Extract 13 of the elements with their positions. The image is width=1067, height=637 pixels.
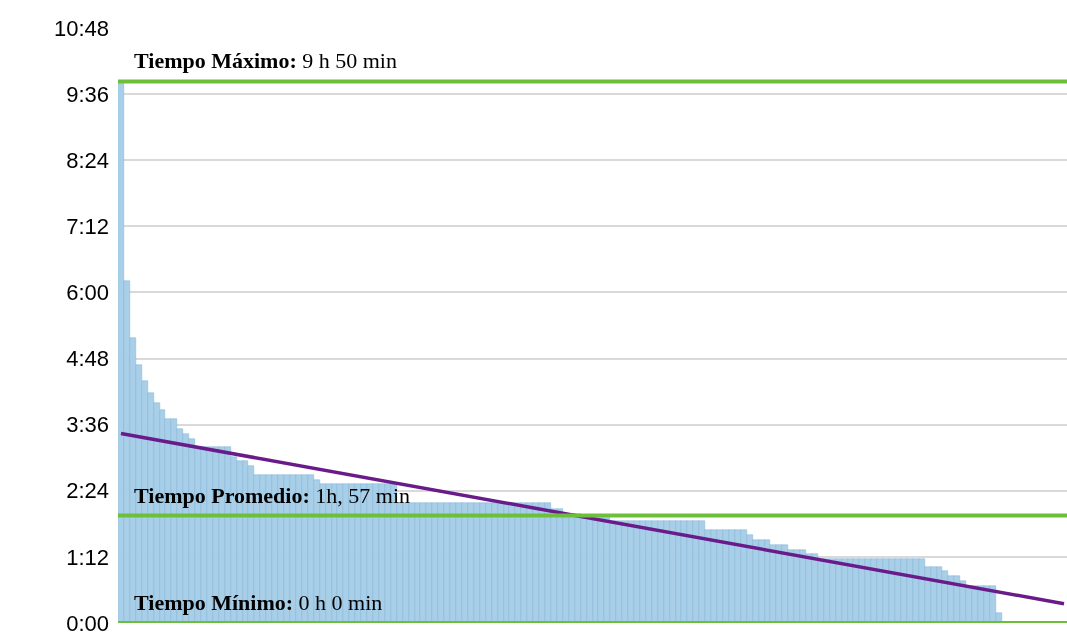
y-tick-label: 9:36 bbox=[66, 81, 109, 107]
y-tick-label: 1:12 bbox=[66, 544, 109, 570]
y-tick-label: 7:12 bbox=[66, 214, 109, 240]
y-tick-label: 8:24 bbox=[66, 147, 109, 173]
annotation: Tiempo Promedio: 1h, 57 min bbox=[134, 483, 411, 508]
y-tick-label: 6:00 bbox=[66, 280, 109, 306]
y-tick-label: 3:36 bbox=[66, 412, 109, 438]
y-tick-label: 0:00 bbox=[66, 610, 109, 636]
y-tick-label: 4:48 bbox=[66, 346, 109, 372]
annotation: Tiempo Mínimo: 0 h 0 min bbox=[134, 590, 383, 615]
y-tick-label: 2:24 bbox=[66, 478, 109, 504]
annotation: Tiempo Máximo: 9 h 50 min bbox=[134, 48, 397, 73]
y-tick-label: 10:48 bbox=[53, 15, 109, 41]
